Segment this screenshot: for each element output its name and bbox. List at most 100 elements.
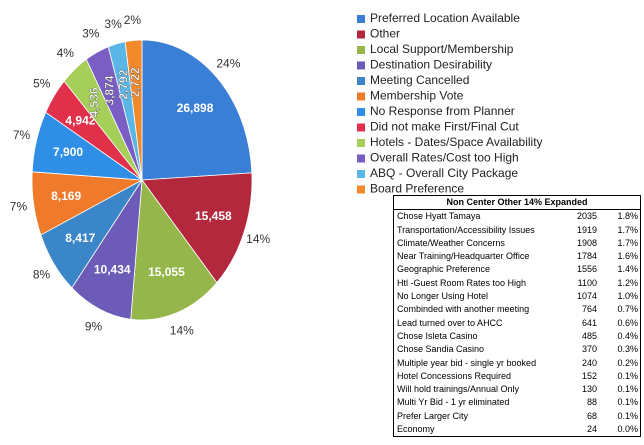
slice-value-label: 4,536 [87, 87, 101, 117]
table-cell: Chose Isleta Casino [397, 330, 478, 341]
legend-swatch [357, 30, 365, 39]
table-cell: 764 [581, 304, 597, 315]
table-cell: Geographic Preference [397, 264, 491, 275]
table-cell: Will hold trainings/Annual Only [397, 384, 520, 395]
slice-value-label: 26,898 [177, 101, 214, 115]
legend-swatch [357, 170, 365, 178]
slice-percent-label: 3% [104, 17, 122, 31]
table-row: Chose Sandia Casino 370 0.3% [394, 343, 640, 356]
table-row: Climate/Weather Concerns 1908 1.7% [394, 237, 640, 250]
table-cell: Chose Sandia Casino [397, 344, 485, 355]
legend-swatch [357, 77, 365, 85]
pie-slice [141, 172, 253, 284]
table-cell: 130 [581, 384, 597, 395]
table-row: No Longer Using Hotel 1074 1.0% [394, 290, 640, 303]
slice-percent-label: 9% [85, 319, 103, 333]
slice-value-label: 15,055 [148, 265, 185, 279]
table-row: Htl -Guest Room Rates too High 1100 1.2% [394, 277, 640, 290]
table-cell: Chose Hyatt Tamaya [397, 211, 481, 222]
table-row: Combinded with another meeting 764 0.7% [394, 303, 640, 316]
table-cell: 0.1% [617, 370, 638, 381]
table-cell: 0.0% [617, 424, 638, 435]
table-cell: Multi Yr Bid - 1 yr eliminated [397, 397, 510, 408]
slice-value-label: 8,169 [51, 189, 81, 203]
legend-label: Local Support/Membership [370, 42, 514, 56]
table-title: Non Center Other 14% Expanded [394, 196, 640, 211]
slice-value-label: 2,722 [128, 67, 142, 97]
legend-label: Hotels - Dates/Space Availability [370, 135, 543, 149]
table-cell: 0.1% [617, 384, 638, 395]
legend-swatch [357, 185, 365, 194]
legend-label: Board Preference [370, 182, 464, 196]
table-cell: Htl -Guest Room Rates too High [397, 277, 527, 288]
table-cell: 1074 [576, 291, 597, 302]
legend-label: Membership Vote [370, 89, 464, 103]
table-cell: 0.3% [617, 344, 638, 355]
table-cell: 0.1% [617, 410, 638, 421]
slice-value-label: 10,434 [94, 263, 131, 277]
slice-percent-label: 4% [57, 46, 75, 60]
table-cell: 0.1% [617, 397, 638, 408]
legend-swatch [357, 108, 365, 116]
table-cell: 1.8% [617, 211, 638, 222]
table-cell: 0.6% [617, 317, 638, 328]
legend-label: Overall Rates/Cost too High [370, 151, 519, 165]
table-cell: 370 [581, 344, 597, 355]
table-cell: 1100 [577, 277, 597, 288]
table-cell: 1.7% [617, 237, 638, 248]
legend-label: Other [370, 27, 400, 41]
table-cell: Near Training/Headquarter Office [397, 251, 530, 262]
slice-percent-label: 14% [170, 324, 194, 338]
pie-slice [71, 179, 143, 320]
table-row: Hotel Concessions Required 152 0.1% [394, 370, 640, 383]
table-cell: 641 [581, 317, 597, 328]
table-cell: 1556 [576, 264, 597, 275]
legend-swatch [357, 92, 365, 101]
slice-percent-label: 8% [33, 268, 51, 282]
slice-percent-label: 3% [82, 27, 100, 41]
table-cell: 485 [581, 330, 597, 341]
table-row: Chose Isleta Casino 485 0.4% [394, 330, 640, 343]
legend-swatch [357, 46, 365, 54]
table-cell: 0.2% [617, 357, 638, 368]
table-cell: 152 [581, 370, 597, 381]
slice-value-label: 2,792 [116, 69, 130, 99]
table-cell: No Longer Using Hotel [397, 291, 489, 302]
legend-label: No Response from Planner [370, 104, 515, 118]
table-cell: Economy [397, 424, 435, 435]
detail-table: Non Center Other 14% Expanded Chose Hyat… [393, 195, 641, 438]
legend-swatch [357, 139, 365, 147]
legend-label: ABQ - Overall City Package [370, 166, 518, 180]
table-cell: Prefer Larger City [397, 410, 469, 421]
table-cell: Combinded with another meeting [397, 304, 530, 315]
pie-slice [124, 39, 143, 181]
legend-swatch [357, 123, 365, 132]
table-cell: Transportation/Accessibility Issues [397, 224, 535, 235]
table-row: Multiple year bid - single yr booked 240 0… [394, 357, 640, 370]
slice-percent-label: 7% [10, 200, 28, 214]
legend-label: Meeting Cancelled [370, 73, 469, 87]
slice-percent-label: 14% [246, 232, 270, 246]
slice-value-label: 15,458 [195, 209, 232, 223]
slice-value-label: 3,874 [103, 75, 117, 105]
table-cell: 1.6% [617, 251, 638, 262]
table-row: Multi Yr Bid - 1 yr eliminated 88 0.1% [394, 396, 640, 409]
slice-percent-label: 2% [124, 13, 142, 27]
table-row: Will hold trainings/Annual Only 130 0.1% [394, 383, 640, 396]
table-cell: 2035 [576, 211, 597, 222]
slice-percent-label: 5% [33, 76, 51, 90]
table-cell: 1.0% [617, 291, 638, 302]
table-row: Lead turned over to AHCC 641 0.6% [394, 317, 640, 330]
legend-swatch [357, 61, 365, 70]
table-cell: Climate/Weather Concerns [397, 237, 505, 248]
legend-label: Preferred Location Available [370, 11, 520, 25]
table-row: Chose Hyatt Tamaya 2035 1.8% [394, 210, 640, 223]
table-cell: 1.7% [617, 224, 638, 235]
table-row: Near Training/Headquarter Office 1784 1.6% [394, 250, 640, 263]
pie-slice [130, 178, 218, 321]
slice-value-label: 7,900 [53, 145, 83, 159]
legend-swatch [357, 15, 365, 23]
table-cell: 88 [586, 397, 597, 408]
table-cell: 1784 [576, 251, 597, 262]
